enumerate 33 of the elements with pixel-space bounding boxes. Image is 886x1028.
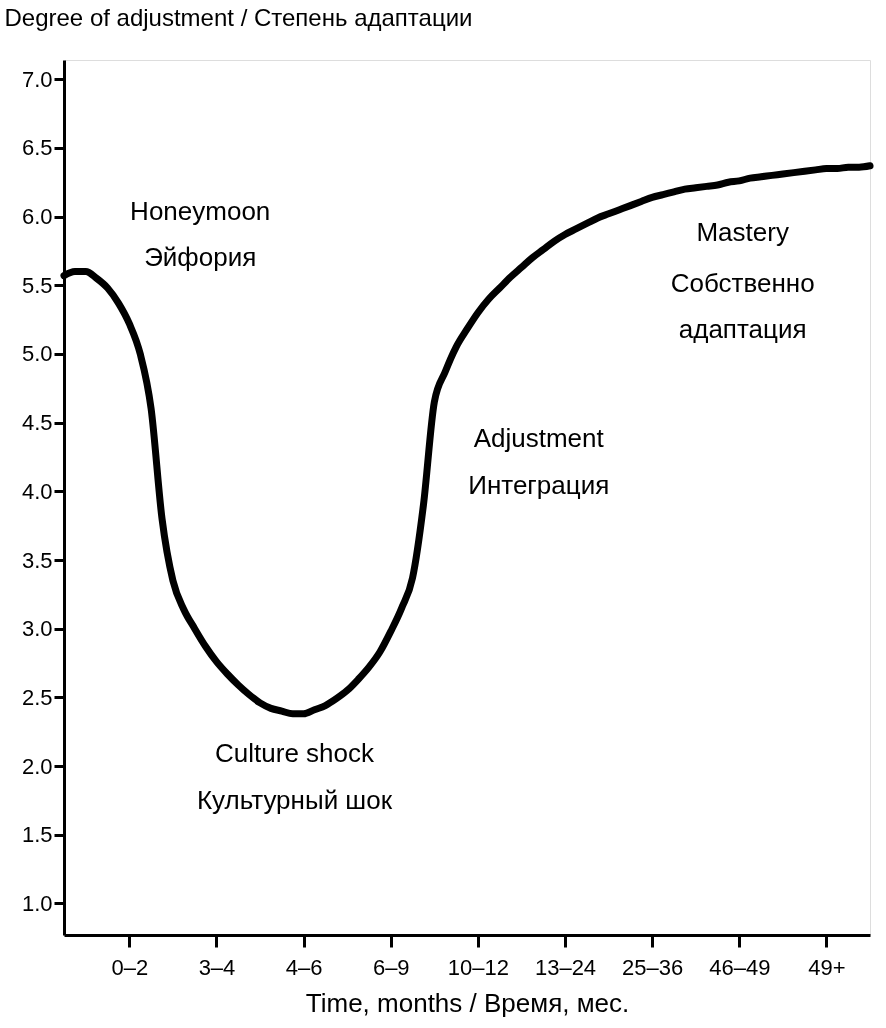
annotation: Собственно (670, 268, 815, 298)
x-tick-label: 3–4 (198, 954, 236, 980)
y-tick-label: 7.0 (21, 66, 53, 92)
x-tick-label: 13–24 (534, 954, 597, 980)
x-tick-label: 25–36 (622, 954, 684, 980)
y-tick-label: 3.5 (21, 547, 53, 573)
y-tick-label: 5.5 (21, 272, 53, 298)
annotation: Culture shock (215, 737, 375, 768)
x-tick-label: 6–9 (372, 954, 410, 980)
y-tick-label: 1.5 (21, 822, 53, 848)
annotation: Mastery (696, 217, 789, 248)
y-tick-label: 6.5 (21, 135, 53, 161)
y-tick-label: 2.5 (21, 684, 53, 710)
annotation: Adjustment (473, 422, 605, 453)
y-tick-label: 5.0 (21, 341, 53, 367)
y-axis-title: Degree of adjustment / Степень адаптации (4, 3, 473, 31)
annotation: Культурный шок (196, 785, 393, 816)
annotation: Интеграция (468, 470, 610, 501)
x-tick-label: 46–49 (709, 954, 771, 980)
y-tick-label: 4.0 (21, 478, 53, 504)
y-tick-label: 3.0 (21, 616, 53, 642)
annotation: адаптация (678, 314, 807, 345)
x-tick-label: 0–2 (111, 954, 149, 980)
y-tick-label: 2.0 (21, 753, 53, 779)
y-tick-label: 1.0 (21, 890, 53, 916)
x-tick-label: 4–6 (285, 954, 323, 980)
x-tick-label: 49+ (808, 954, 846, 980)
annotation: Honeymoon (130, 196, 271, 227)
annotation: Эйфория (144, 241, 257, 272)
x-tick-label: 10–12 (447, 954, 509, 980)
y-tick-label: 6.0 (21, 204, 53, 230)
x-axis-title: Time, months / Время, мес. (305, 987, 630, 1018)
y-tick-label: 4.5 (21, 410, 53, 436)
